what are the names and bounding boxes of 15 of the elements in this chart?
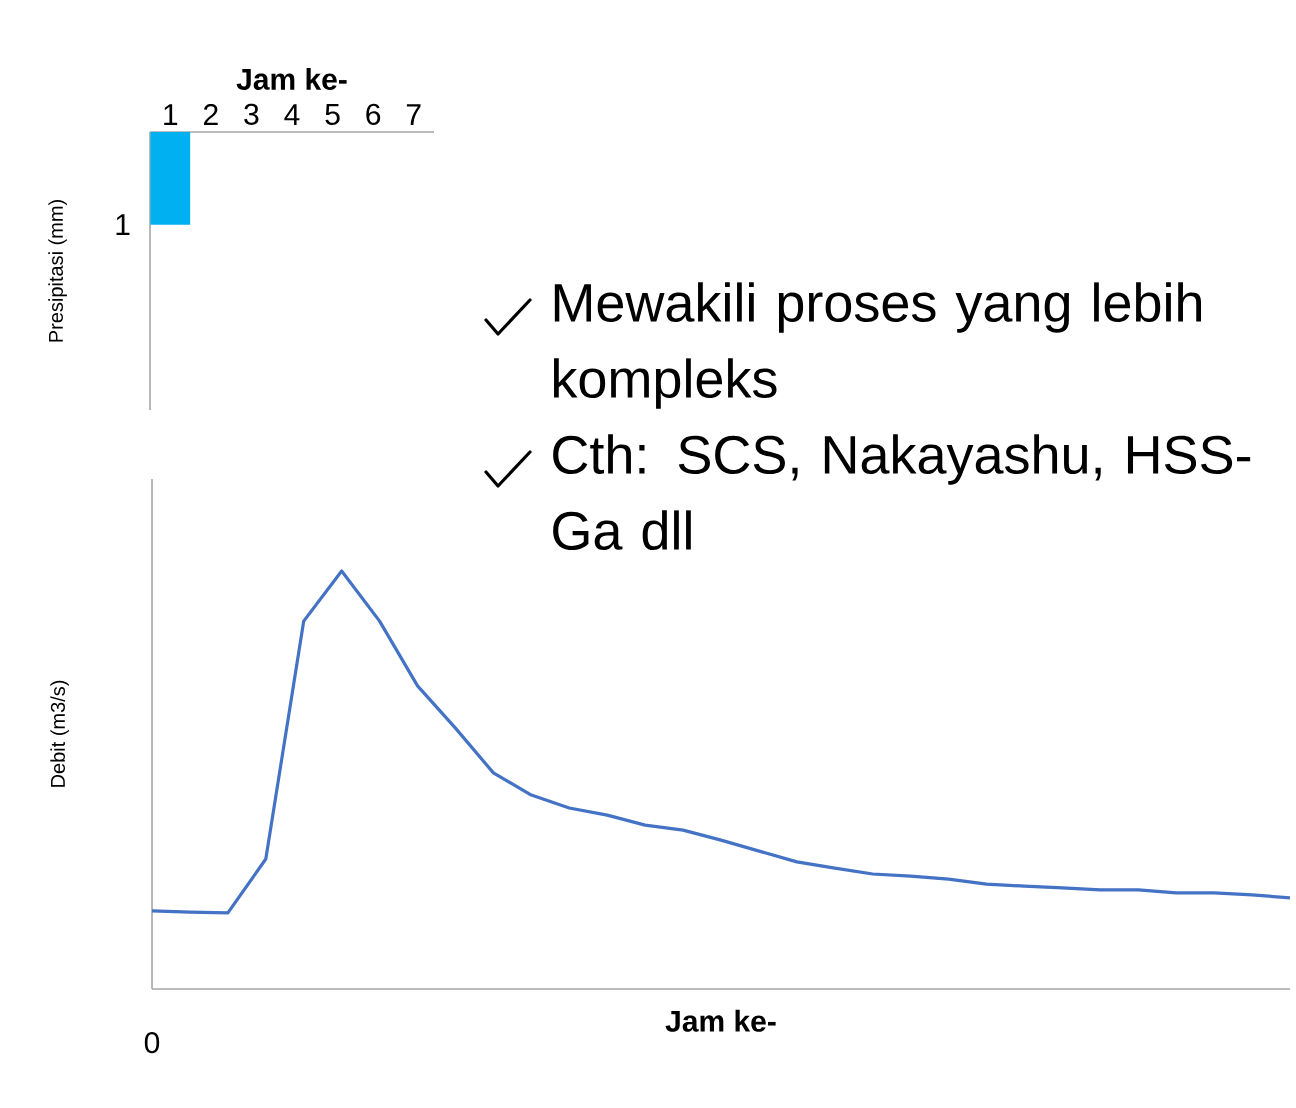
- y-axis-title: Debit (m3/s): [50, 680, 69, 787]
- text: Cth: SCS, Nakayashu, HSS-Ga dll: [553, 434, 1251, 551]
- x-tick-label: 2: [204, 103, 218, 125]
- x-tick-label: 6: [366, 103, 381, 125]
- x-tick-label: 5: [325, 103, 340, 125]
- y-axis-title: Presipitasi (mm): [48, 200, 67, 342]
- text: 1: [116, 214, 130, 235]
- x-axis-title: Jam ke-: [236, 67, 347, 90]
- x-axis-title: Jam ke-: [665, 1009, 776, 1032]
- x-tick-label: 3: [244, 103, 259, 125]
- x-tick-label: 7: [406, 104, 421, 125]
- text: Mewakili proses yang lebih kompleks: [554, 282, 1202, 409]
- x-tick-label: 4: [284, 104, 300, 125]
- text: 0: [144, 1032, 160, 1054]
- x-tick-label: 1: [164, 104, 178, 125]
